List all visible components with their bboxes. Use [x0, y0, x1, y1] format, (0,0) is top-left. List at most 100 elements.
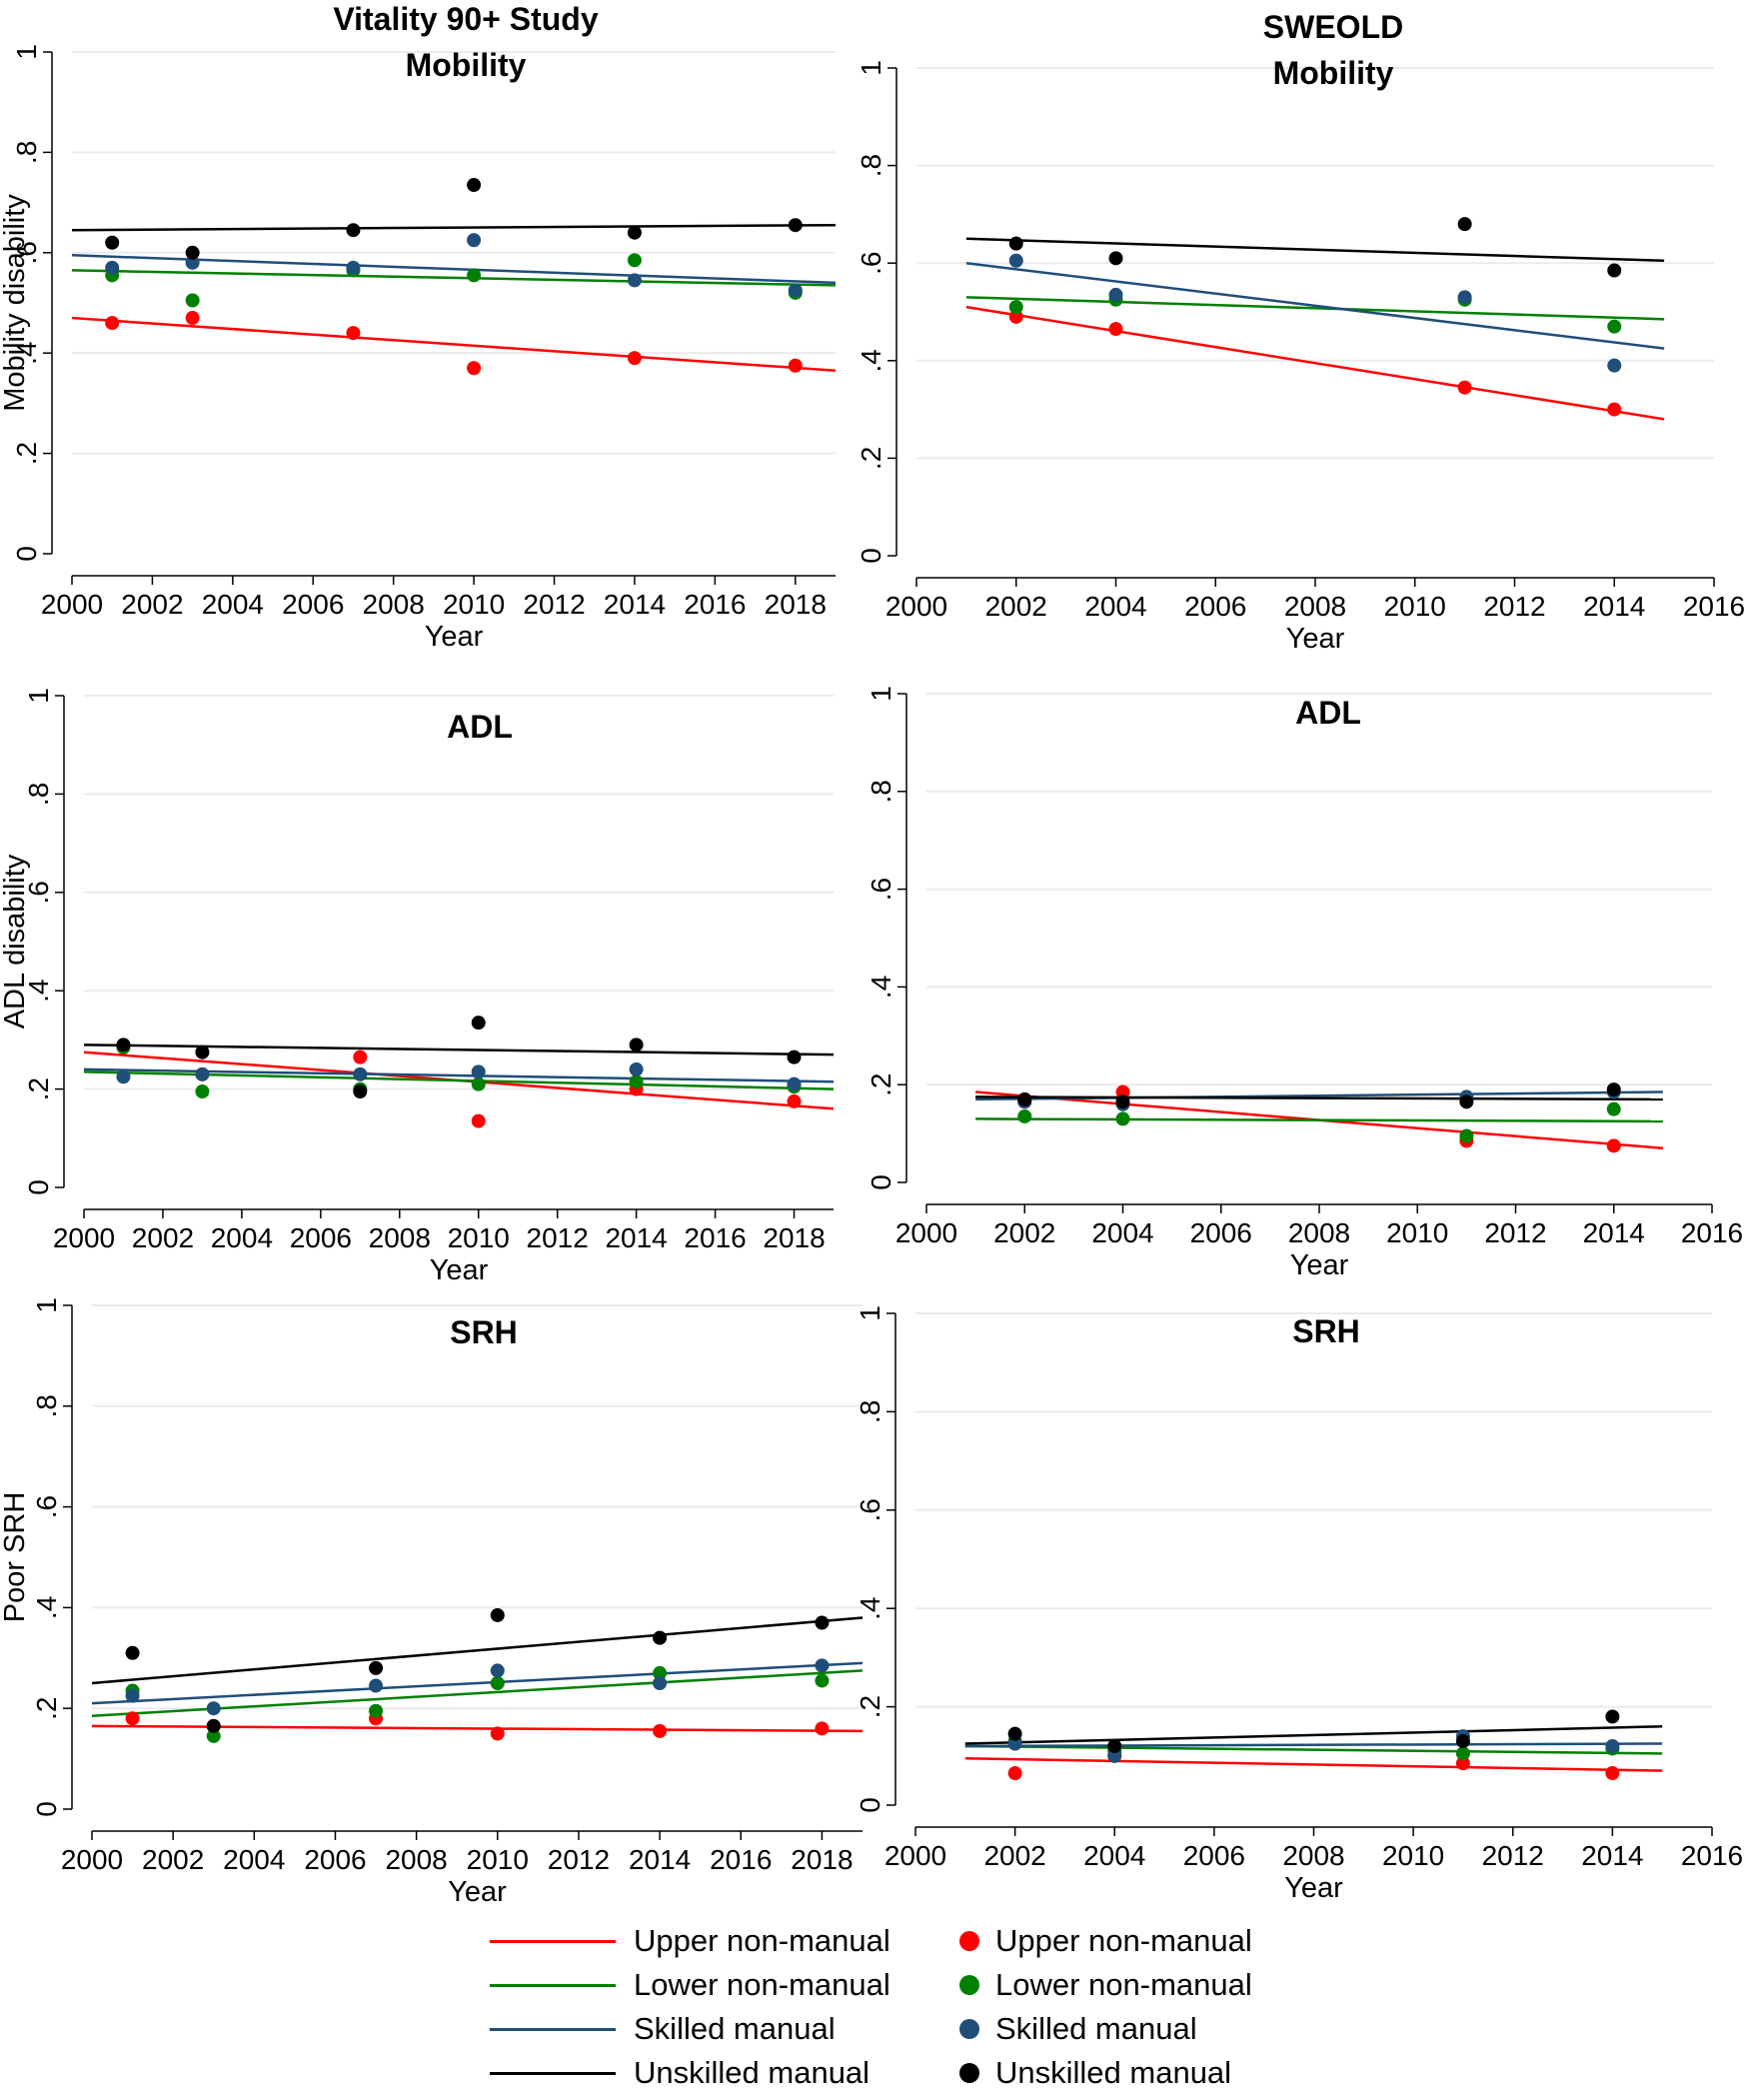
y-tick-label: 0 [31, 1801, 62, 1817]
point-unskilled-manual [1107, 1738, 1122, 1753]
x-tick-label: 2004 [1083, 1840, 1145, 1871]
point-unskilled-manual [1017, 1091, 1032, 1106]
legend-dot-swatch [959, 1931, 979, 1951]
chart-title: Vitality 90+ Study [333, 1, 599, 37]
fit-line-lower-non-manual [71, 269, 837, 287]
point-upper-non-manual [346, 326, 361, 341]
legend-dot-unskilled-manual: Unskilled manual [951, 2051, 1231, 2095]
y-tick-label: 0 [11, 546, 42, 562]
fit-line-skilled-manual [965, 261, 1665, 350]
x-tick-label: 2008 [385, 1844, 447, 1875]
point-unskilled-manual [629, 1038, 644, 1052]
point-skilled-manual [353, 1066, 368, 1081]
y-tick-label: 0 [855, 1797, 885, 1813]
point-unskilled-manual [467, 178, 482, 193]
legend-dot-lower-non-manual: Lower non-manual [951, 1963, 1252, 2007]
point-upper-non-manual [815, 1721, 830, 1736]
x-tick-label: 2012 [1483, 591, 1545, 622]
x-axis-label: Year [1286, 623, 1345, 655]
x-tick-label: 2002 [993, 1217, 1055, 1248]
point-upper-non-manual [1457, 380, 1472, 395]
x-tick-label: 2012 [527, 1222, 589, 1253]
y-tick-label: .4 [23, 980, 54, 1003]
x-tick-label: 2000 [895, 1217, 957, 1248]
x-axis-label: Year [1290, 1249, 1349, 1281]
point-unskilled-manual [195, 1045, 210, 1059]
point-unskilled-manual [788, 218, 803, 233]
x-tick-label: 2014 [1583, 591, 1645, 622]
x-tick-label: 2016 [1681, 1217, 1743, 1248]
chart-panel-4: 0 .2 .4 .6 .8 1 2000 2002 2004 2006 2008 2010 2012 20… [866, 686, 1743, 1281]
point-lower-non-manual [653, 1665, 668, 1680]
point-skilled-manual [346, 260, 361, 275]
point-skilled-manual [490, 1663, 505, 1678]
chart-title: SWEOLD [1263, 9, 1403, 45]
x-tick-label: 2006 [1184, 591, 1246, 622]
x-tick-label: 2000 [884, 1840, 946, 1871]
legend-dot-skilled-manual: Skilled manual [951, 2007, 1197, 2051]
y-axis-label: Poor SRH [0, 1492, 31, 1623]
point-unskilled-manual [105, 235, 120, 250]
y-tick-label: 0 [866, 1174, 896, 1190]
y-tick-label: .6 [856, 252, 886, 275]
point-skilled-manual [1108, 287, 1123, 302]
fit-line-unskilled-manual [964, 1725, 1663, 1745]
chart-panel-5: 0 .2 .4 .6 .8 1 2000 2002 2004 2006 2008 2010 2012 20… [0, 1297, 864, 1908]
legend-line-swatch [490, 1939, 616, 1943]
point-unskilled-manual [1605, 1709, 1620, 1724]
legend-dot-swatch [959, 1975, 979, 1995]
y-tick-label: 1 [23, 688, 54, 704]
point-upper-non-manual [490, 1726, 505, 1741]
legend-dot-swatch [959, 2019, 979, 2039]
fit-line-lower-non-manual [965, 296, 1665, 321]
point-upper-non-manual [1007, 1766, 1022, 1781]
fit-line-upper-non-manual [71, 316, 837, 373]
x-axis-label: Year [448, 1876, 507, 1908]
x-tick-label: 2014 [629, 1844, 691, 1875]
x-tick-label: 2006 [304, 1844, 366, 1875]
x-tick-label: 2008 [363, 589, 425, 620]
x-tick-label: 2008 [1288, 1217, 1350, 1248]
legend-line-upper-non-manual: Upper non-manual [490, 1919, 890, 1963]
point-unskilled-manual [1457, 217, 1472, 232]
point-unskilled-manual [627, 225, 642, 240]
y-tick-label: .8 [866, 780, 896, 803]
y-tick-label: .2 [855, 1695, 885, 1718]
y-tick-label: .4 [855, 1597, 885, 1620]
point-unskilled-manual [471, 1016, 486, 1031]
legend-dot-label: Unskilled manual [995, 2055, 1232, 2090]
point-unskilled-manual [1008, 236, 1023, 251]
point-upper-non-manual [185, 311, 200, 326]
x-tick-label: 2016 [710, 1844, 772, 1875]
y-tick-label: .8 [856, 154, 886, 177]
chart-title: Mobility [406, 47, 527, 83]
legend-line-skilled-manual: Skilled manual [490, 2007, 836, 2051]
x-tick-label: 2014 [1581, 1840, 1643, 1871]
point-skilled-manual [1605, 1738, 1620, 1753]
point-upper-non-manual [105, 316, 120, 331]
point-unskilled-manual [1606, 1082, 1621, 1097]
x-tick-label: 2010 [467, 1844, 529, 1875]
point-upper-non-manual [1605, 1766, 1620, 1781]
point-unskilled-manual [369, 1660, 384, 1675]
fit-line-unskilled-manual [975, 1095, 1663, 1101]
legend-dot-swatch [959, 2063, 979, 2083]
point-unskilled-manual [116, 1038, 131, 1052]
point-lower-non-manual [629, 1074, 644, 1089]
y-tick-label: 0 [23, 1179, 54, 1195]
fit-line-unskilled-manual [83, 1044, 835, 1056]
x-tick-label: 2000 [885, 591, 947, 622]
point-unskilled-manual [787, 1050, 802, 1064]
point-skilled-manual [815, 1658, 830, 1673]
point-skilled-manual [467, 233, 482, 248]
x-axis-label: Year [430, 1254, 489, 1286]
x-tick-label: 2016 [1683, 591, 1745, 622]
x-tick-label: 2006 [1183, 1840, 1245, 1871]
x-tick-label: 2004 [1084, 591, 1146, 622]
y-tick-label: .6 [11, 241, 42, 264]
x-tick-label: 2002 [142, 1844, 204, 1875]
x-tick-label: 2010 [1382, 1840, 1444, 1871]
point-unskilled-manual [1607, 263, 1622, 278]
y-axis-label: Mobility disability [0, 194, 31, 412]
point-unskilled-manual [815, 1615, 830, 1630]
